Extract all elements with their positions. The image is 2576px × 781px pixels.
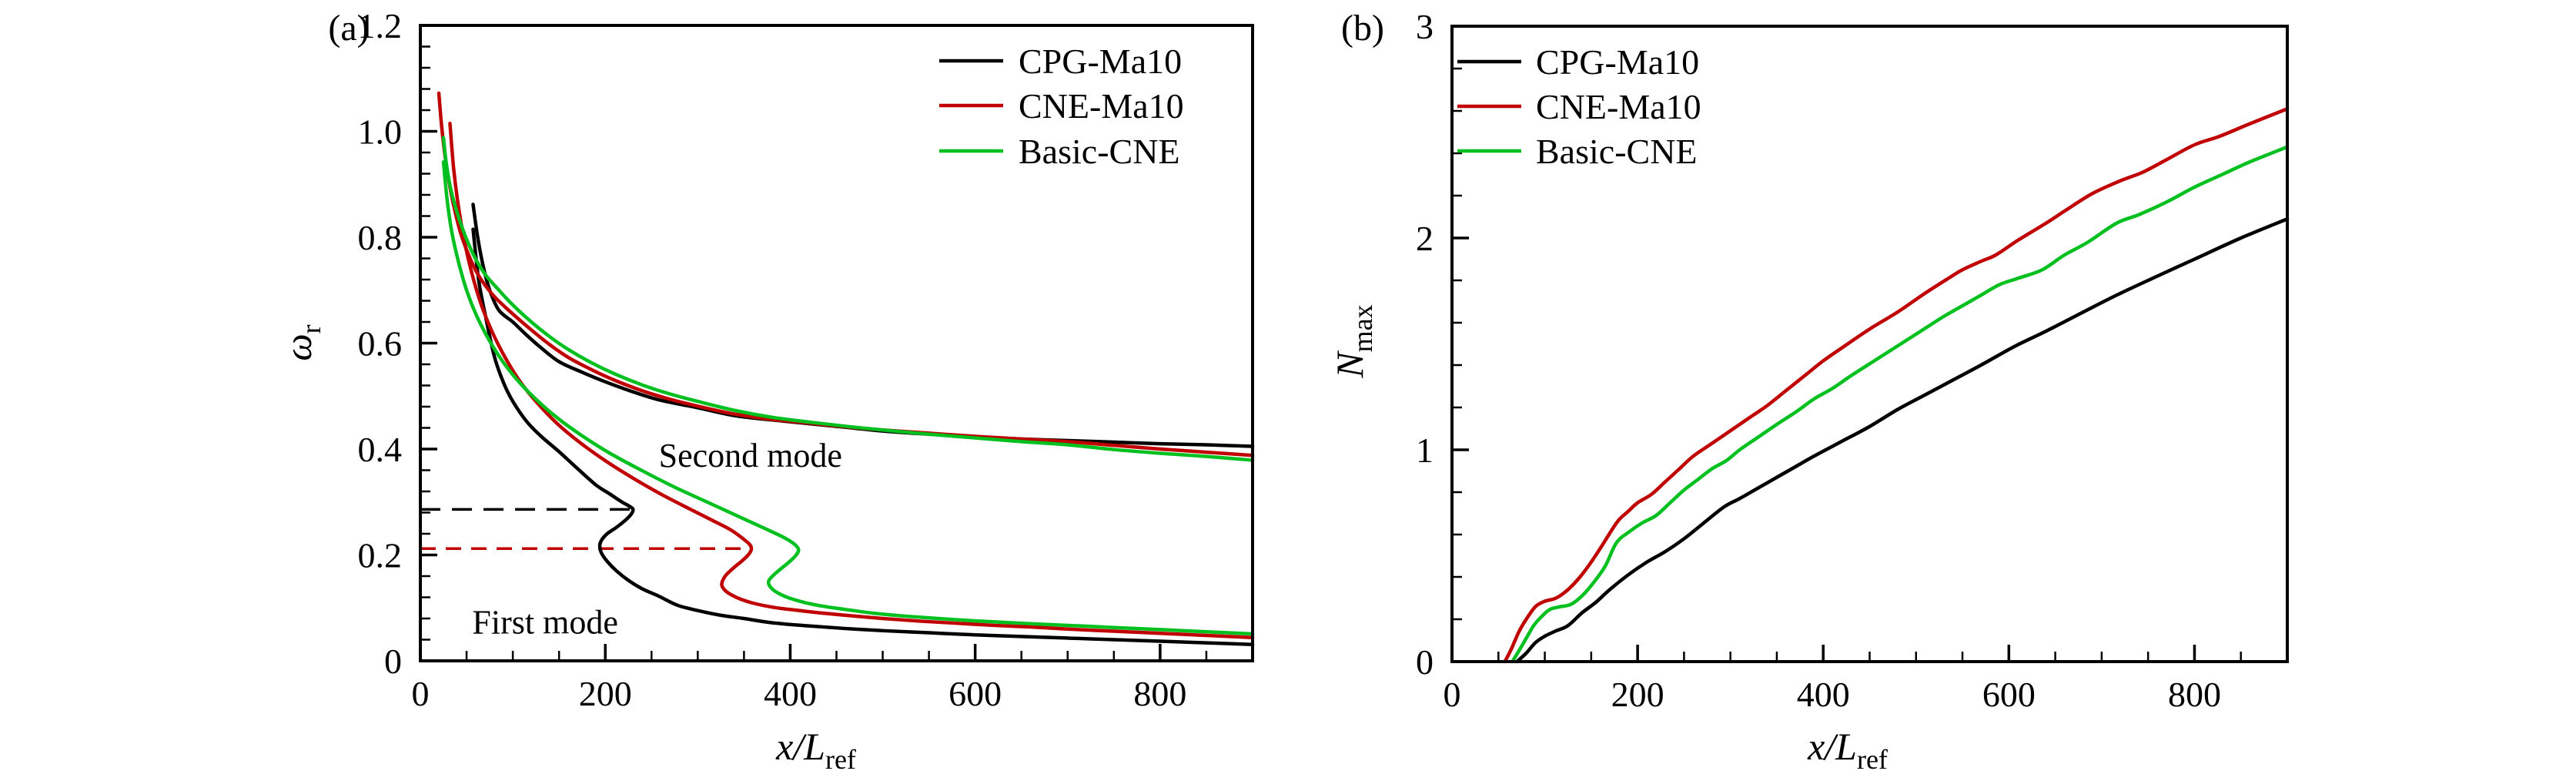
y-tick-label: 0.8: [358, 218, 403, 257]
legend-item-basic-cne: Basic-CNE: [1457, 132, 1698, 171]
x-tick-label: 800: [2168, 675, 2221, 714]
legend-label: CNE-Ma10: [1019, 86, 1184, 126]
y-tick-label: 0: [384, 642, 402, 681]
y-tick-label: 3: [1416, 7, 1434, 46]
y-tick-label: 0.4: [358, 430, 403, 469]
y-tick-label: 0.6: [358, 324, 403, 364]
panel-b: 0 200 400 600 800 0 1 2 3 x/Lref Nmax (b) CPG-Ma10 CN…: [1328, 7, 2290, 775]
legend-item-basic-cne: Basic-CNE: [939, 132, 1180, 171]
series-cne-ma10-n-factor: [1503, 107, 2290, 664]
legend-a: CPG-Ma10 CNE-Ma10 Basic-CNE: [939, 42, 1184, 171]
series-basic-cne-second-mode: [441, 136, 1255, 462]
y-axis-title-b: Nmax: [1328, 304, 1378, 378]
legend-item-cne-ma10: CNE-Ma10: [1457, 87, 1701, 126]
y-axis-title-a: ωr: [276, 324, 326, 360]
legend-label: CNE-Ma10: [1536, 87, 1701, 126]
x-tick-label: 400: [764, 674, 817, 713]
y-tick-label: 2: [1416, 219, 1434, 258]
legend-item-cne-ma10: CNE-Ma10: [939, 86, 1184, 126]
y-tick-label: 1: [1416, 431, 1434, 470]
x-tick-label: 200: [1611, 675, 1664, 714]
tick-labels-a: 0 200 400 600 800 0 0.2 0.4 0.6 0.8 1.0 1.2: [358, 6, 1187, 713]
legend-label: CPG-Ma10: [1536, 42, 1699, 82]
y-tick-label: 1.2: [358, 6, 403, 45]
series-basic-cne-n-factor: [1510, 145, 2290, 664]
legend-item-cpg-ma10: CPG-Ma10: [939, 42, 1182, 81]
legend-label: Basic-CNE: [1536, 132, 1698, 171]
panel-tag-a: (a): [328, 8, 369, 49]
panel-tag-b: (b): [1341, 8, 1384, 49]
x-axis-title-b: x/Lref: [1807, 725, 1888, 775]
tick-labels-b: 0 200 400 600 800 0 1 2 3: [1416, 7, 2221, 714]
y-tick-label: 0.2: [358, 536, 403, 575]
x-tick-label: 0: [412, 674, 430, 713]
series-cpg-ma10-first-mode: [471, 227, 1255, 646]
panel-a: 0 200 400 600 800 0 0.2 0.4 0.6 0.8 1.0 1.2 x/Lref ωr…: [276, 6, 1255, 775]
x-tick-label: 200: [579, 674, 632, 713]
series-cpg-ma10-second-mode: [471, 203, 1255, 448]
x-axis-title-a: x/Lref: [775, 725, 856, 775]
axis-ticks-b: [1450, 25, 2289, 663]
x-tick-label: 600: [1982, 675, 2036, 714]
second-mode-label: Second mode: [659, 437, 842, 474]
series-basic-cne-first-mode: [441, 160, 1255, 636]
series-cpg-ma10-n-factor: [1515, 217, 2290, 664]
first-mode-label: First mode: [472, 603, 617, 641]
x-tick-label: 0: [1444, 675, 1461, 714]
legend-label: Basic-CNE: [1019, 132, 1180, 171]
y-tick-label: 0: [1416, 642, 1434, 682]
x-tick-label: 600: [948, 674, 1002, 713]
legend-label: CPG-Ma10: [1019, 42, 1182, 81]
y-tick-label: 1.0: [358, 112, 403, 152]
series-cne-ma10-first-mode: [448, 121, 1255, 639]
x-tick-label: 400: [1797, 675, 1850, 714]
axis-ticks-a: [419, 24, 1254, 662]
legend-b: CPG-Ma10 CNE-Ma10 Basic-CNE: [1457, 42, 1701, 171]
x-tick-label: 800: [1133, 674, 1186, 713]
legend-item-cpg-ma10: CPG-Ma10: [1457, 42, 1699, 82]
